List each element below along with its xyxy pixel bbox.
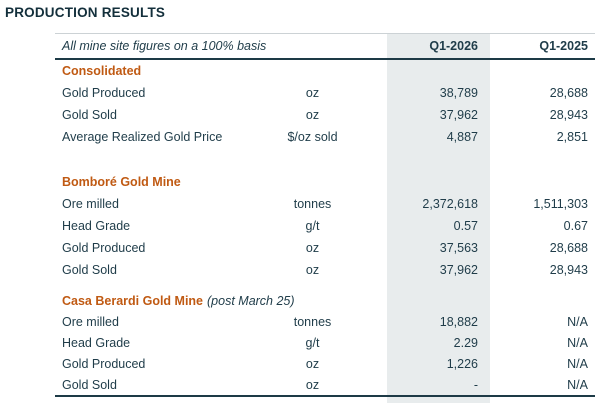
row-unit: oz [305, 108, 320, 122]
section-title: Bomboré Gold Mine [62, 175, 181, 189]
row-unit: tonnes [293, 197, 332, 211]
row-value-q1-2025: 28,688 [549, 86, 588, 100]
section-header-cell: Consolidated [55, 64, 595, 78]
row-unit: oz [305, 263, 320, 277]
row-label: Gold Produced [62, 86, 146, 100]
table-row: Head Grade g/t 0.57 0.67 [55, 215, 595, 237]
column-header-q1-2025: Q1-2025 [539, 39, 588, 53]
row-label: Average Realized Gold Price [62, 130, 223, 144]
table-header-row: All mine site figures on a 100% basis Q1… [55, 33, 595, 60]
table-section: Bomboré Gold Mine Ore milled tonnes 2,372,6… [55, 171, 595, 281]
row-value-q1-2026: 1,226 [446, 356, 478, 371]
table-row: Average Realized Gold Price $/oz sold 4,88… [55, 126, 595, 148]
row-label: Ore milled [62, 314, 119, 329]
table-row: Ore milled tonnes 18,882 N/A [55, 311, 595, 332]
row-value-q1-2026: 18,882 [439, 314, 478, 329]
column-header-q1-2026: Q1-2026 [429, 39, 478, 53]
row-value-q1-2025: 1,511,303 [533, 197, 588, 211]
row-value-q1-2025: N/A [567, 314, 588, 329]
table-section: Consolidated Gold Produced oz 38,789 28,688 G… [55, 60, 595, 148]
row-value-q1-2025: 28,943 [549, 263, 588, 277]
table-bottom-rule [55, 395, 595, 397]
row-value-q1-2025: N/A [567, 335, 588, 350]
table-row: Ore milled tonnes 2,372,618 1,511,303 [55, 193, 595, 215]
row-label: Head Grade [62, 335, 131, 350]
row-value-q1-2026: 2,372,618 [422, 197, 478, 211]
row-label: Gold Produced [62, 356, 146, 371]
table-row: Gold Sold oz 37,962 28,943 [55, 104, 595, 126]
section-header-row: Consolidated [55, 60, 595, 82]
table-row: Head Grade g/t 2.29 N/A [55, 332, 595, 353]
table-caption: All mine site figures on a 100% basis [62, 39, 267, 53]
row-value-q1-2025: 0.67 [563, 219, 588, 233]
row-unit: oz [305, 86, 320, 100]
row-unit: oz [305, 241, 320, 255]
row-value-q1-2025: 28,688 [549, 241, 588, 255]
row-label: Ore milled [62, 197, 119, 211]
row-value-q1-2026: 2.29 [453, 335, 478, 350]
table-row: Gold Sold oz 37,962 28,943 [55, 259, 595, 281]
section-header-row: Casa Berardi Gold Mine (post March 25) [55, 290, 595, 311]
row-value-q1-2026: 37,962 [439, 263, 478, 277]
table-section: Casa Berardi Gold Mine (post March 25) Ore… [55, 290, 595, 395]
row-label: Head Grade [62, 219, 131, 233]
row-value-q1-2025: 28,943 [549, 108, 588, 122]
row-unit: g/t [305, 335, 320, 350]
table-sections: Consolidated Gold Produced oz 38,789 28,688 G… [55, 60, 595, 395]
row-value-q1-2026: 37,563 [439, 241, 478, 255]
production-table: All mine site figures on a 100% basis Q1… [55, 33, 595, 403]
row-value-q1-2026: - [473, 377, 478, 392]
row-value-q1-2025: N/A [567, 377, 588, 392]
q1-2026-column-highlight [387, 33, 490, 403]
table-row: Gold Produced oz 37,563 28,688 [55, 237, 595, 259]
section-header-row: Bomboré Gold Mine [55, 171, 595, 193]
page-title: PRODUCTION RESULTS [5, 5, 166, 20]
table-row: Gold Produced oz 38,789 28,688 [55, 82, 595, 104]
row-value-q1-2026: 38,789 [439, 86, 478, 100]
section-title: Casa Berardi Gold Mine [62, 293, 204, 308]
row-value-q1-2026: 4,887 [446, 130, 478, 144]
row-unit: oz [305, 356, 320, 371]
section-title: Consolidated [62, 64, 142, 78]
section-header-cell: Casa Berardi Gold Mine (post March 25) [55, 294, 595, 308]
table-row: Gold Produced oz 1,226 N/A [55, 353, 595, 374]
row-unit: $/oz sold [287, 130, 338, 144]
row-value-q1-2026: 37,962 [439, 108, 478, 122]
section-title-suffix: (post March 25) [207, 293, 295, 308]
row-value-q1-2026: 0.57 [453, 219, 478, 233]
row-value-q1-2025: 2,851 [556, 130, 588, 144]
row-label: Gold Produced [62, 241, 146, 255]
section-header-cell: Bomboré Gold Mine [55, 175, 595, 189]
row-value-q1-2025: N/A [567, 356, 588, 371]
row-unit: g/t [305, 219, 320, 233]
row-label: Gold Sold [62, 263, 117, 277]
row-label: Gold Sold [62, 377, 117, 392]
row-label: Gold Sold [62, 108, 117, 122]
row-unit: tonnes [293, 314, 332, 329]
table-row: Gold Sold oz - N/A [55, 374, 595, 395]
row-unit: oz [305, 377, 320, 392]
